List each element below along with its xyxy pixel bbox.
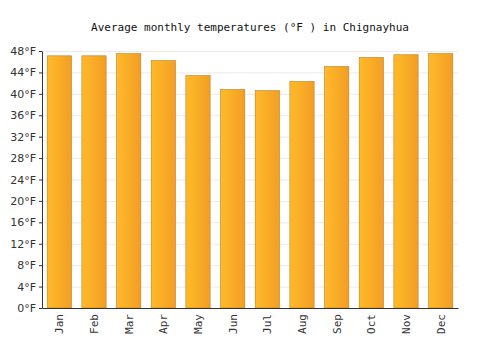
y-tick-mark	[39, 287, 42, 288]
y-tick-label: 28°F	[10, 152, 36, 165]
x-tick-label: Oct	[365, 314, 378, 334]
y-tick: 24°F	[10, 174, 42, 187]
bar	[186, 76, 210, 308]
plot: 0°F 4°F 8°F 12°F 16°F 20°F 24°F 28°F 32°F 36°F 40°…	[10, 45, 458, 334]
x-tick: Mar	[123, 308, 136, 334]
grid	[42, 52, 458, 309]
x-tick-label: Aug	[296, 314, 309, 334]
bars	[47, 54, 453, 308]
x-tick: Jan	[53, 308, 66, 334]
x-tick: Jul	[261, 308, 274, 334]
bar	[359, 57, 383, 308]
bar	[429, 54, 453, 308]
y-tick-label: 0°F	[17, 302, 36, 315]
y-tick-mark	[39, 180, 42, 181]
x-tick-label: Jan	[53, 314, 66, 334]
y-tick-label: 44°F	[10, 66, 36, 79]
x-tick: Oct	[365, 308, 378, 334]
x-tick-label: Nov	[400, 314, 413, 334]
bar	[394, 55, 418, 308]
x-tick-label: Jun	[227, 314, 240, 334]
y-tick-mark	[39, 244, 42, 245]
bar	[221, 90, 245, 308]
y-tick-mark	[39, 158, 42, 159]
y-tick: 48°F	[10, 45, 42, 58]
y-tick: 20°F	[10, 195, 42, 208]
bar	[290, 82, 314, 308]
x-tick: May	[192, 308, 205, 334]
y-axis: 0°F 4°F 8°F 12°F 16°F 20°F 24°F 28°F 32°F 36°F 40°…	[10, 45, 42, 315]
y-tick-mark	[39, 265, 42, 266]
bar	[151, 61, 175, 308]
grid-line	[42, 308, 458, 309]
y-tick-label: 24°F	[10, 174, 36, 187]
y-tick: 44°F	[10, 66, 42, 79]
x-tick-label: Feb	[88, 314, 101, 334]
y-tick-label: 4°F	[17, 281, 36, 294]
y-tick-mark	[39, 308, 42, 309]
y-tick-label: 48°F	[10, 45, 36, 58]
y-tick-mark	[39, 72, 42, 73]
y-tick-label: 36°F	[10, 109, 36, 122]
x-tick-label: Mar	[123, 314, 136, 334]
grid-line	[42, 51, 458, 52]
y-tick-mark	[39, 51, 42, 52]
y-tick: 0°F	[17, 302, 42, 315]
x-tick: Apr	[157, 308, 170, 334]
y-tick: 32°F	[10, 131, 42, 144]
y-tick-label: 16°F	[10, 216, 36, 229]
y-tick: 12°F	[10, 238, 42, 251]
x-tick-label: Sep	[331, 314, 344, 334]
y-tick-mark	[39, 201, 42, 202]
y-tick: 8°F	[17, 259, 42, 272]
y-tick: 28°F	[10, 152, 42, 165]
x-tick-label: Dec	[435, 314, 448, 334]
y-tick: 36°F	[10, 109, 42, 122]
bar	[325, 67, 349, 308]
y-tick: 16°F	[10, 216, 42, 229]
bar	[82, 56, 106, 308]
bar	[47, 56, 71, 308]
chart: 0°F 4°F 8°F 12°F 16°F 20°F 24°F 28°F 32°F 36°F 40°…	[0, 0, 500, 350]
y-tick-label: 8°F	[17, 259, 36, 272]
x-tick: Dec	[435, 308, 448, 334]
title: Average monthly temperatures (°F ) in Ch…	[91, 21, 409, 34]
x-tick-label: Apr	[157, 314, 170, 334]
y-axis-line	[42, 52, 43, 309]
y-tick-label: 20°F	[10, 195, 36, 208]
y-tick: 4°F	[17, 281, 42, 294]
x-tick-label: Jul	[261, 314, 274, 334]
x-tick: Aug	[296, 308, 309, 334]
bar	[117, 54, 141, 308]
x-tick: Nov	[400, 308, 413, 334]
y-tick-mark	[39, 137, 42, 138]
x-tick: Sep	[331, 308, 344, 334]
y-tick-label: 12°F	[10, 238, 36, 251]
x-tick-label: May	[192, 314, 205, 334]
y-tick: 40°F	[10, 88, 42, 101]
x-tick: Feb	[88, 308, 101, 334]
y-tick-mark	[39, 222, 42, 223]
y-tick-mark	[39, 115, 42, 116]
y-tick-label: 32°F	[10, 131, 36, 144]
y-tick-label: 40°F	[10, 88, 36, 101]
x-axis: Jan Feb Mar Apr May Jun Jul Aug Sep Oct Nov Dec	[43, 308, 459, 334]
x-tick: Jun	[227, 308, 240, 334]
y-tick-mark	[39, 94, 42, 95]
bar	[255, 91, 279, 308]
x-axis-line	[43, 308, 459, 309]
